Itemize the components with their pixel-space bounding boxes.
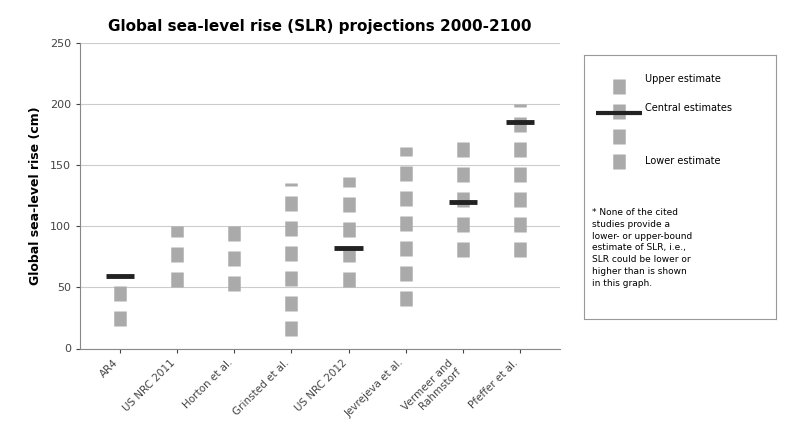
Text: Central estimates: Central estimates [646,103,733,113]
Text: * None of the cited
studies provide a
lower- or upper-bound
estimate of SLR, i.e: * None of the cited studies provide a lo… [592,208,692,288]
Text: Lower estimate: Lower estimate [646,156,721,166]
Text: Upper estimate: Upper estimate [646,74,722,84]
Y-axis label: Global sea-level rise (cm): Global sea-level rise (cm) [29,106,42,285]
Title: Global sea-level rise (SLR) projections 2000-2100: Global sea-level rise (SLR) projections … [108,20,532,34]
